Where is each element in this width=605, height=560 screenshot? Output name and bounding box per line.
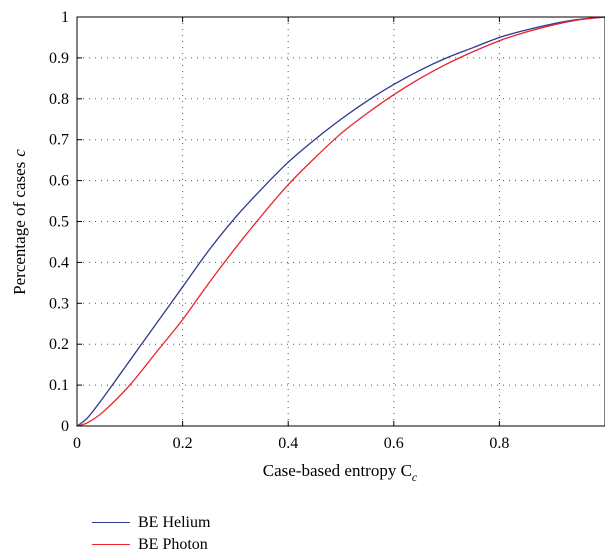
y-tick-label: 1 [61, 9, 69, 26]
x-tick-label: 0 [73, 435, 81, 452]
x-axis-label: Case-based entropy Cc [263, 461, 418, 484]
legend-swatch-helium [92, 522, 130, 523]
x-tick-label: 0.2 [173, 435, 193, 452]
tick-labels: 0 0.2 0.4 0.6 0.8 0 0.1 0.2 0.3 0.4 0.5 0.6 0.7 0.8 0.… [49, 9, 509, 452]
y-axis-label-variable: c [10, 149, 29, 157]
chart: 0 0.2 0.4 0.6 0.8 0 0.1 0.2 0.3 0.4 0.5 0.6 0.7 0.8 0.… [10, 9, 605, 484]
y-tick-label: 0 [61, 418, 69, 435]
y-tick-label: 0.3 [49, 295, 69, 312]
x-tick-label: 0.8 [489, 435, 509, 452]
y-axis-label-main: Percentage of cases [10, 162, 29, 295]
legend-label-photon: BE Photon [138, 536, 208, 553]
y-tick-label: 0.5 [49, 214, 69, 231]
x-tick-label: 0.6 [384, 435, 404, 452]
series-line-photon [76, 16, 605, 427]
legend-label-helium: BE Helium [138, 514, 211, 531]
legend-swatch-photon [92, 544, 130, 545]
y-tick-label: 0.1 [49, 377, 69, 394]
axis-ticks [76, 16, 500, 427]
y-tick-label: 0.7 [49, 132, 69, 149]
y-axis-label: Percentage of cases c [10, 149, 29, 295]
grid-lines [77, 17, 605, 426]
y-tick-label: 0.8 [49, 91, 69, 108]
x-axis-label-subscript: c [412, 470, 418, 484]
series-lines [76, 16, 605, 427]
y-tick-label: 0.2 [49, 336, 69, 353]
x-tick-label: 0.4 [278, 435, 298, 452]
x-axis-label-main: Case-based entropy C [263, 461, 412, 480]
y-tick-label: 0.9 [49, 50, 69, 67]
y-tick-label: 0.4 [49, 254, 69, 271]
series-line-helium [76, 16, 605, 427]
y-tick-label: 0.6 [49, 173, 69, 190]
